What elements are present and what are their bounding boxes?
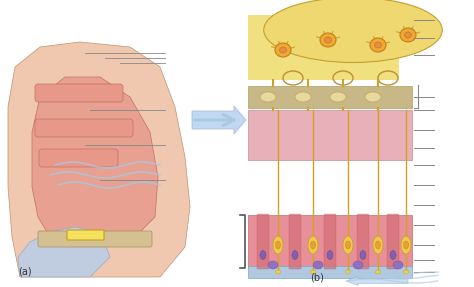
Ellipse shape <box>400 28 416 42</box>
Ellipse shape <box>325 37 331 43</box>
Bar <box>248 110 412 160</box>
Ellipse shape <box>370 38 386 52</box>
Polygon shape <box>18 227 110 277</box>
Ellipse shape <box>375 270 381 274</box>
Bar <box>248 86 412 108</box>
Ellipse shape <box>273 236 283 254</box>
Ellipse shape <box>275 241 281 249</box>
Ellipse shape <box>308 236 318 254</box>
Ellipse shape <box>365 92 381 102</box>
Ellipse shape <box>295 92 311 102</box>
Ellipse shape <box>280 47 286 53</box>
Ellipse shape <box>346 241 350 249</box>
FancyBboxPatch shape <box>324 214 336 269</box>
Polygon shape <box>32 77 158 242</box>
Ellipse shape <box>260 92 276 102</box>
Ellipse shape <box>374 42 382 48</box>
FancyBboxPatch shape <box>38 231 152 247</box>
Bar <box>248 215 412 268</box>
Ellipse shape <box>275 43 291 57</box>
Ellipse shape <box>373 236 383 254</box>
Ellipse shape <box>393 261 403 269</box>
FancyBboxPatch shape <box>35 84 123 102</box>
Ellipse shape <box>310 270 316 274</box>
FancyArrow shape <box>346 276 408 286</box>
Text: (a): (a) <box>18 267 32 277</box>
Ellipse shape <box>310 241 316 249</box>
FancyBboxPatch shape <box>257 214 269 269</box>
FancyBboxPatch shape <box>289 214 301 269</box>
FancyBboxPatch shape <box>67 230 104 240</box>
Ellipse shape <box>330 92 346 102</box>
Bar <box>248 266 412 278</box>
Ellipse shape <box>404 32 411 38</box>
FancyBboxPatch shape <box>357 214 369 269</box>
FancyArrowPatch shape <box>195 115 234 125</box>
Text: (b): (b) <box>310 272 324 282</box>
Ellipse shape <box>313 261 323 269</box>
Ellipse shape <box>343 236 353 254</box>
Ellipse shape <box>375 241 381 249</box>
Ellipse shape <box>327 251 333 259</box>
Ellipse shape <box>292 251 298 259</box>
Ellipse shape <box>268 261 278 269</box>
Ellipse shape <box>403 241 409 249</box>
FancyBboxPatch shape <box>39 149 118 167</box>
Ellipse shape <box>353 261 363 269</box>
Ellipse shape <box>275 270 281 274</box>
FancyBboxPatch shape <box>248 15 399 80</box>
FancyBboxPatch shape <box>387 214 399 269</box>
Ellipse shape <box>390 251 396 259</box>
Ellipse shape <box>260 251 266 259</box>
Polygon shape <box>8 42 190 277</box>
FancyBboxPatch shape <box>35 119 133 137</box>
Ellipse shape <box>401 236 411 254</box>
Ellipse shape <box>264 0 442 63</box>
Ellipse shape <box>320 33 336 47</box>
Ellipse shape <box>403 270 409 274</box>
Ellipse shape <box>360 251 366 259</box>
FancyArrow shape <box>192 106 246 134</box>
Ellipse shape <box>346 270 350 274</box>
